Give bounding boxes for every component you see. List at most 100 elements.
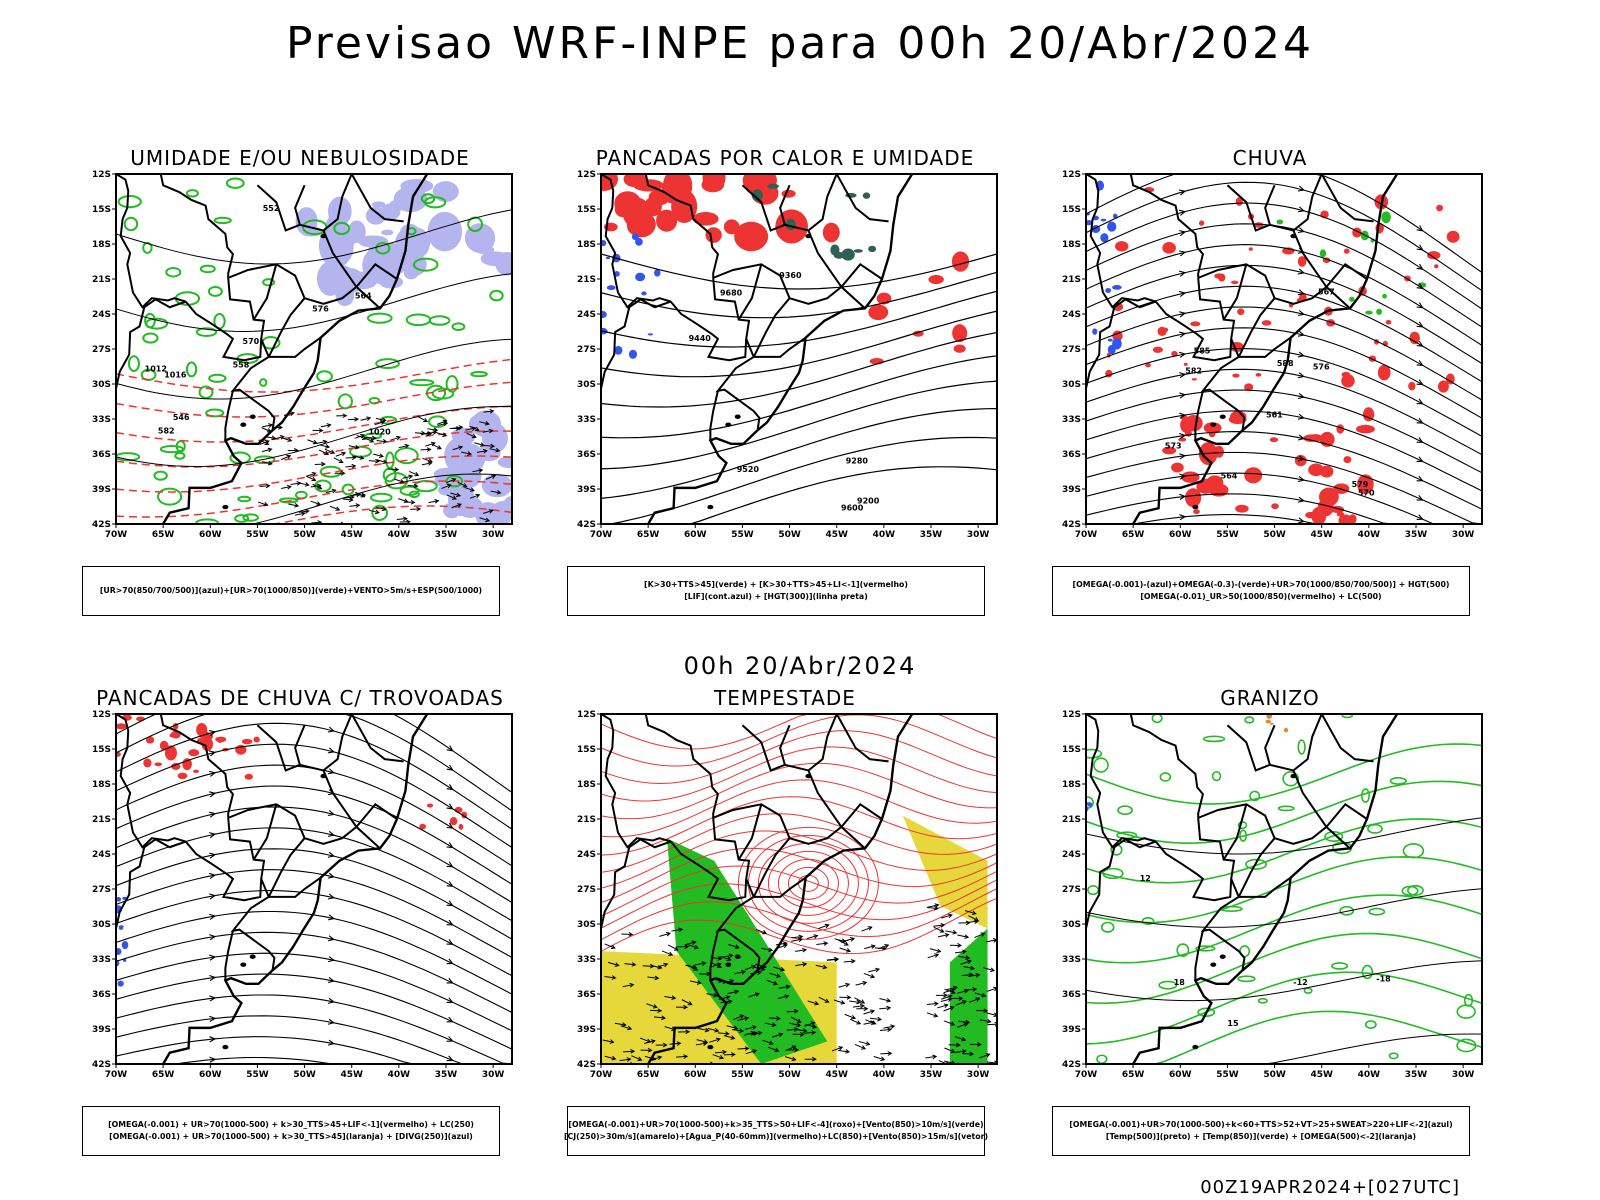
lon-label: 30W bbox=[967, 530, 990, 540]
wind-vector bbox=[958, 955, 970, 959]
wind-vector bbox=[810, 1021, 816, 1026]
omega-shade bbox=[1283, 727, 1289, 733]
wind-vector bbox=[304, 482, 310, 487]
streamline-arrow bbox=[1416, 514, 1424, 520]
wind-vector bbox=[965, 988, 977, 991]
hgt500-contour bbox=[1086, 410, 1482, 492]
streamline-arrow bbox=[1297, 393, 1306, 400]
hgt300-contour bbox=[601, 408, 997, 499]
streamline-arrow bbox=[327, 1018, 336, 1025]
instability-shade bbox=[833, 251, 845, 259]
wind-vector bbox=[366, 416, 372, 421]
streamline-arrow bbox=[327, 914, 336, 921]
border-line bbox=[267, 837, 306, 898]
humidity-shade bbox=[395, 226, 431, 257]
wind-vector bbox=[619, 1058, 631, 1062]
rain-shade bbox=[1317, 498, 1334, 517]
wind-vector bbox=[433, 427, 439, 433]
streamline-arrow bbox=[1416, 417, 1424, 424]
humidity-contour bbox=[405, 313, 432, 327]
lake bbox=[249, 414, 256, 419]
temp850-contour bbox=[1407, 884, 1424, 896]
lake bbox=[725, 422, 732, 427]
border-line bbox=[224, 930, 234, 981]
border-line bbox=[1222, 264, 1248, 321]
rain-shade bbox=[1365, 310, 1373, 315]
wind-vector bbox=[659, 932, 671, 937]
panel-umidade: UMIDADE E/OU NEBULOSIDADE 1012 1016 1020 57… bbox=[80, 146, 600, 626]
wind-vector bbox=[602, 1039, 614, 1043]
hgt500-contour bbox=[1086, 493, 1482, 524]
wind-vector bbox=[376, 459, 387, 464]
wind-vector bbox=[717, 956, 723, 961]
wind-vector bbox=[946, 986, 957, 991]
lon-label: 30W bbox=[482, 530, 505, 540]
streamline-arrow bbox=[1179, 189, 1187, 196]
wind-vector bbox=[965, 920, 971, 926]
humidity-contour bbox=[371, 504, 389, 521]
wind-vector bbox=[728, 953, 734, 959]
border-line bbox=[1226, 184, 1271, 232]
wind-vector bbox=[408, 474, 414, 480]
streamline-arrow bbox=[209, 730, 217, 737]
rain-shade bbox=[1271, 503, 1279, 510]
wind-vector bbox=[733, 1015, 744, 1021]
temp850-contour bbox=[1297, 739, 1306, 755]
wind-vector bbox=[474, 426, 480, 432]
contour-label: 9200 bbox=[857, 496, 880, 505]
wind-vector bbox=[697, 1027, 709, 1032]
border-line bbox=[1200, 338, 1246, 431]
wind-vector bbox=[791, 1045, 797, 1050]
instability-shade bbox=[853, 249, 863, 253]
lon-label: 45W bbox=[825, 530, 848, 540]
lif-contour bbox=[628, 349, 638, 359]
streamline bbox=[116, 869, 512, 958]
wind-vector bbox=[961, 949, 967, 955]
streamline bbox=[116, 1015, 512, 1064]
streamline-arrow bbox=[327, 976, 336, 984]
streamline-arrow bbox=[1297, 330, 1306, 337]
lif-contour bbox=[635, 237, 643, 246]
wind-vector bbox=[844, 1013, 856, 1019]
temp850-contour bbox=[1086, 932, 1482, 1005]
wind-vector bbox=[868, 968, 880, 973]
legend-line: [K>30+TTS>45](verde) + [K>30+TTS>45+LI<-… bbox=[644, 580, 908, 589]
rain-shade bbox=[1445, 373, 1455, 385]
wind-vector bbox=[774, 1047, 780, 1053]
precipitable-water-contour bbox=[601, 779, 997, 838]
temp850-contour bbox=[1087, 885, 1100, 896]
wind-vector bbox=[693, 966, 699, 971]
streamline bbox=[116, 714, 512, 793]
wind-vector bbox=[974, 932, 985, 939]
wind-vector bbox=[456, 492, 462, 498]
streamline-arrow bbox=[209, 954, 217, 961]
contour-label: 582 bbox=[1185, 367, 1202, 376]
lat-label: 18S bbox=[92, 780, 111, 790]
wind-vector bbox=[744, 965, 756, 971]
lake bbox=[734, 954, 741, 959]
lif-contour bbox=[641, 291, 647, 296]
wind-vector bbox=[943, 992, 948, 998]
coastline bbox=[1132, 714, 1399, 1064]
thickness-contour bbox=[116, 381, 512, 418]
wind-vector bbox=[845, 1049, 851, 1054]
streamline bbox=[116, 973, 512, 1050]
wind-vector bbox=[345, 465, 356, 468]
streamline-arrow bbox=[327, 935, 336, 942]
wind-vector bbox=[734, 971, 746, 975]
wind-vector bbox=[482, 429, 493, 433]
rain-shade bbox=[1261, 320, 1272, 326]
wind-vector bbox=[975, 997, 981, 1002]
wind-vector bbox=[887, 1027, 892, 1033]
wind-vector bbox=[985, 1053, 991, 1058]
wind-vector bbox=[937, 934, 949, 938]
humidity-contour bbox=[369, 492, 393, 503]
humidity-contour bbox=[234, 514, 250, 523]
legend-line: [OMEGA(-0.001) + UR>70(1000-500) + k>30_… bbox=[109, 1132, 473, 1141]
border-line bbox=[1086, 174, 1157, 309]
wind-vector bbox=[715, 1037, 721, 1043]
wind-vector bbox=[957, 934, 969, 938]
humidity-shade bbox=[358, 235, 389, 248]
streamline-arrow bbox=[446, 803, 454, 810]
streamline-arrow bbox=[1416, 437, 1424, 443]
